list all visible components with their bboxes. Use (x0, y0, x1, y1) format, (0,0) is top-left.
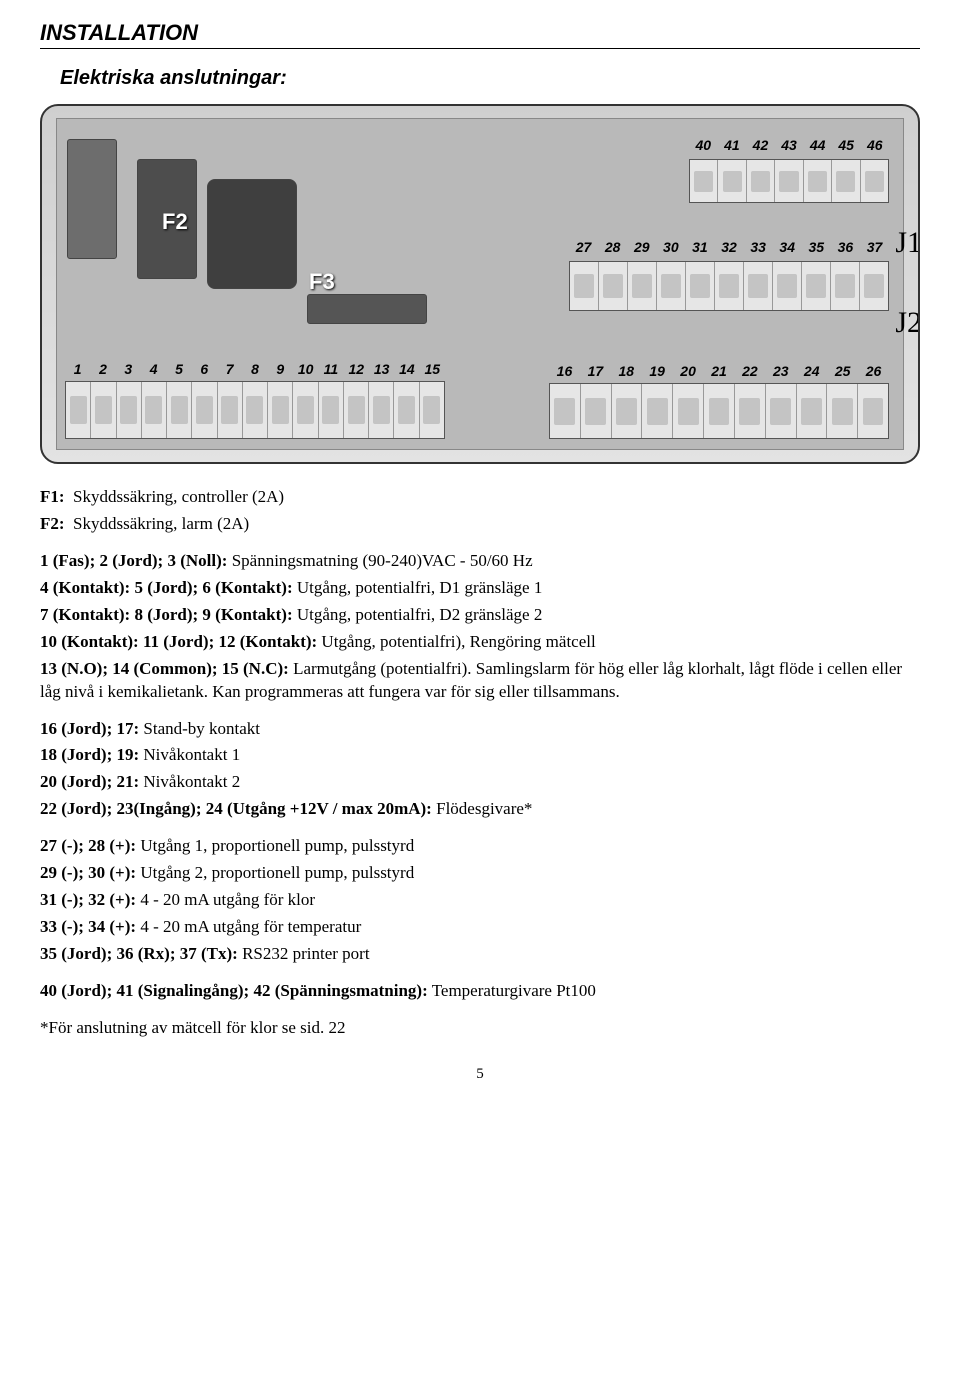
line-31: 31 (-); 32 (+): 4 - 20 mA utgång för klo… (40, 889, 920, 912)
line-29: 29 (-); 30 (+): Utgång 2, proportionell … (40, 862, 920, 885)
terminal-numbers-left: 123456789101112131415 (65, 361, 445, 377)
pcb-board: F2 F3 123456789101112131415 404142434445… (56, 118, 904, 450)
terminal-block-bottom-right (549, 383, 889, 439)
line-16: 16 (Jord); 17: Stand-by kontakt (40, 718, 920, 741)
line-f1: F1: Skyddssäkring, controller (2A) (40, 486, 920, 509)
f3-label: F3 (309, 269, 335, 295)
terminal-numbers-bottom-right: 1617181920212223242526 (549, 363, 889, 379)
line-20: 20 (Jord); 21: Nivåkontakt 2 (40, 771, 920, 794)
line-18: 18 (Jord); 19: Nivåkontakt 1 (40, 744, 920, 767)
fuse-holder (67, 139, 117, 259)
component-f3 (307, 294, 427, 324)
line-13: 13 (N.O); 14 (Common); 15 (N.C): Larmutg… (40, 658, 920, 704)
line-35: 35 (Jord); 36 (Rx); 37 (Tx): RS232 print… (40, 943, 920, 966)
terminal-block-mid (569, 261, 889, 311)
line-f2: F2: Skyddssäkring, larm (2A) (40, 513, 920, 536)
line-10: 10 (Kontakt): 11 (Jord); 12 (Kontakt): U… (40, 631, 920, 654)
page-number: 5 (40, 1066, 920, 1083)
line-33: 33 (-); 34 (+): 4 - 20 mA utgång för tem… (40, 916, 920, 939)
wiring-diagram: F2 F3 123456789101112131415 404142434445… (40, 104, 920, 464)
line-27: 27 (-); 28 (+): Utgång 1, proportionell … (40, 835, 920, 858)
terminal-numbers-top: 40414243444546 (689, 137, 889, 153)
footnote: *För anslutning av mätcell för klor se s… (40, 1017, 920, 1040)
j1-label: J1 (895, 226, 920, 260)
line-1: 1 (Fas); 2 (Jord); 3 (Noll): Spänningsma… (40, 550, 920, 573)
f2-label: F2 (162, 209, 188, 235)
terminal-block-top (689, 159, 889, 203)
section-subtitle: Elektriska anslutningar: (60, 67, 920, 90)
line-4: 4 (Kontakt): 5 (Jord); 6 (Kontakt): Utgå… (40, 577, 920, 600)
line-22: 22 (Jord); 23(Ingång); 24 (Utgång +12V /… (40, 798, 920, 821)
terminal-block-left (65, 381, 445, 439)
capacitor (207, 179, 297, 289)
terminal-numbers-mid: 2728293031323334353637 (569, 239, 889, 255)
line-40: 40 (Jord); 41 (Signalingång); 42 (Spänni… (40, 980, 920, 1003)
page-title: INSTALLATION (40, 20, 920, 46)
line-7: 7 (Kontakt): 8 (Jord); 9 (Kontakt): Utgå… (40, 604, 920, 627)
j2-label: J2 (895, 306, 920, 340)
content-body: F1: Skyddssäkring, controller (2A) F2: S… (40, 486, 920, 1040)
